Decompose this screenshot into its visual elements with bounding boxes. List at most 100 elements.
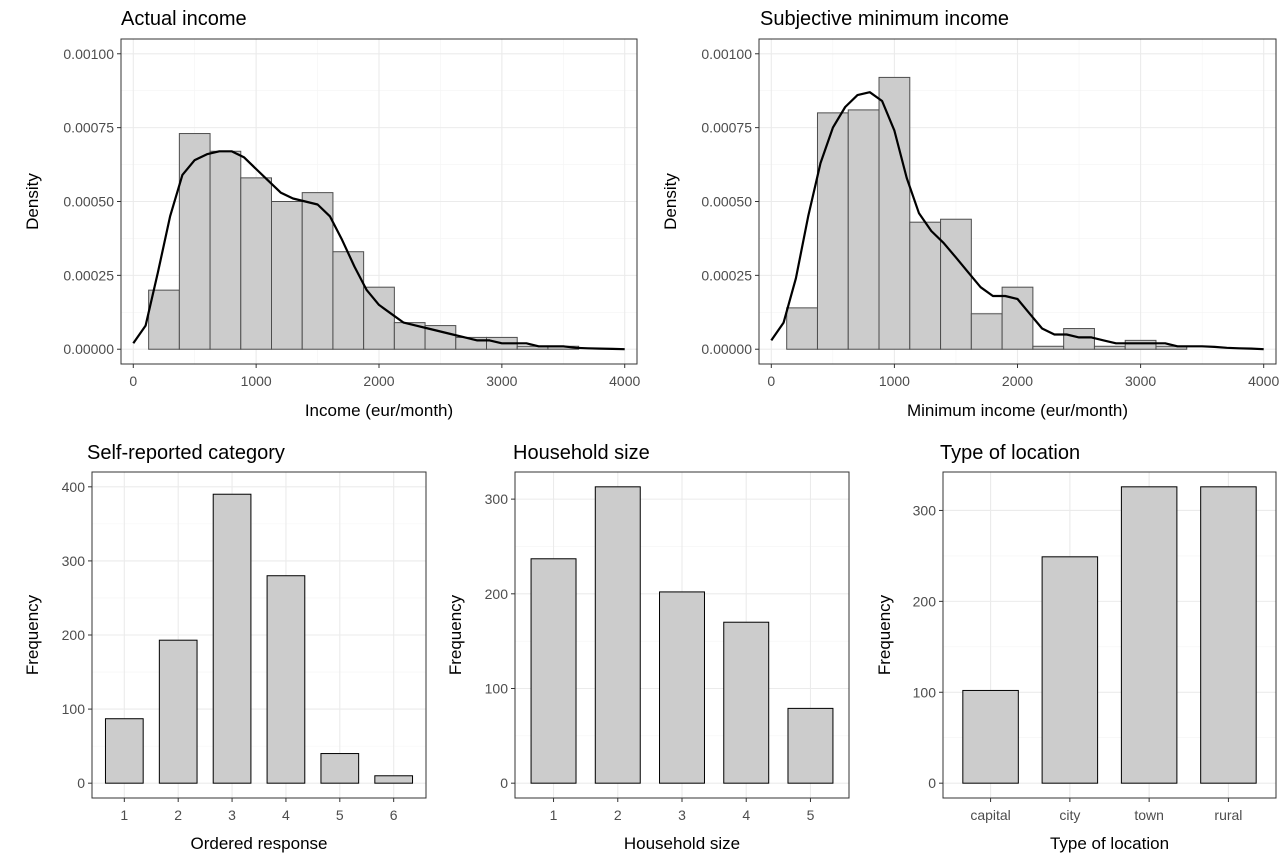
y-tick-label: 0.00050	[701, 194, 752, 210]
panel-3: 0 100 200 300 400 1 2 3 4 5 6 Self-reported categor…	[23, 442, 427, 853]
y-tick-label: 200	[62, 627, 86, 643]
x-tick-label: 2000	[363, 373, 394, 389]
panel-4: 0 100 200 300 1 2 3 4 5 Household size Household s…	[446, 442, 850, 853]
histogram-bin	[878, 76, 911, 350]
y-tick-label: 200	[485, 586, 509, 602]
x-tick-label: city	[1059, 807, 1080, 823]
x-tick-label: 2000	[1002, 373, 1033, 389]
x-tick-label: 0	[767, 373, 775, 389]
histogram-bin	[148, 289, 180, 350]
histogram-bin	[271, 201, 303, 350]
x-tick-label: 5	[807, 807, 815, 823]
y-tick-label: 0	[77, 775, 85, 791]
y-axis-title: Density	[661, 173, 680, 230]
y-tick-label: 0	[928, 775, 936, 791]
y-tick-label: 0.00100	[701, 46, 752, 62]
histogram-bin	[1093, 345, 1126, 350]
histogram-bin	[1124, 339, 1157, 350]
panel-title: Subjective minimum income	[760, 8, 1009, 30]
histogram-bin	[1032, 345, 1065, 350]
histogram-bin	[847, 109, 880, 350]
y-tick-label: 200	[913, 593, 937, 609]
x-tick-label: 1	[120, 807, 128, 823]
y-tick-label: 300	[485, 491, 509, 507]
x-tick-label: 4000	[1248, 373, 1279, 389]
panel-5: 0 100 200 300 capital city town rural Type of lo…	[875, 442, 1277, 853]
x-tick-label: 2	[174, 807, 182, 823]
bar-rural	[1200, 486, 1257, 784]
bar-2	[158, 639, 198, 784]
y-tick-label: 400	[62, 479, 86, 495]
bar-capital	[962, 689, 1019, 784]
histogram-bin	[1063, 328, 1095, 350]
x-axis-title: Household size	[624, 834, 740, 853]
histogram-bin	[240, 177, 273, 350]
x-tick-label: 3000	[486, 373, 517, 389]
bar-4	[266, 575, 306, 784]
x-tick-label: 3	[678, 807, 686, 823]
histogram-bin	[1155, 345, 1188, 350]
x-tick-label: 0	[129, 373, 137, 389]
panel-title: Household size	[513, 442, 650, 464]
histogram-bin	[909, 221, 942, 350]
histogram-bin	[786, 307, 818, 350]
histogram-bin	[363, 286, 395, 350]
panel-title: Actual income	[121, 8, 247, 30]
x-tick-label: 4000	[609, 373, 640, 389]
x-tick-label: 2	[614, 807, 622, 823]
y-axis-title: Frequency	[875, 594, 894, 675]
x-tick-label: 3	[228, 807, 236, 823]
density-curve	[770, 91, 1264, 351]
x-tick-label: 4	[282, 807, 290, 823]
plot-frame	[942, 471, 1277, 799]
bar-2	[594, 486, 641, 784]
x-axis-title: Type of location	[1050, 834, 1169, 853]
x-tick-label: 3000	[1125, 373, 1156, 389]
histogram-bin	[970, 313, 1003, 350]
density-curve	[132, 150, 625, 351]
bar-1	[104, 718, 144, 784]
x-tick-label: 6	[390, 807, 398, 823]
panel-2: 0.00000 0.00025 0.00050 0.00075 0.00100 0 1000…	[661, 8, 1279, 420]
histogram-bin	[332, 251, 365, 350]
histogram-bin	[209, 150, 242, 350]
y-tick-label: 100	[62, 701, 86, 717]
x-tick-label: 1	[550, 807, 558, 823]
y-tick-label: 0.00100	[63, 46, 114, 62]
y-axis-title: Frequency	[23, 594, 42, 675]
x-tick-label: 4	[742, 807, 750, 823]
bar-town	[1120, 486, 1178, 784]
x-axis-title: Income (eur/month)	[305, 401, 453, 420]
y-tick-label: 0.00050	[63, 194, 114, 210]
y-tick-label: 300	[62, 553, 86, 569]
bar-1	[530, 558, 577, 784]
bar-6	[374, 775, 414, 784]
panel-1: 0.00000 0.00025 0.00050 0.00075 0.00100 0 1000…	[23, 8, 640, 420]
bar-5	[787, 707, 834, 784]
panel-title: Type of location	[940, 442, 1080, 464]
y-tick-label: 0.00000	[701, 341, 752, 357]
y-tick-label: 100	[485, 680, 509, 696]
y-axis-title: Frequency	[446, 594, 465, 675]
x-tick-label: 1000	[879, 373, 910, 389]
x-tick-label: 1000	[241, 373, 272, 389]
y-tick-label: 0.00075	[63, 120, 114, 136]
x-tick-label: town	[1134, 807, 1164, 823]
y-tick-label: 0	[500, 775, 508, 791]
y-tick-label: 0.00000	[63, 341, 114, 357]
x-axis-title: Minimum income (eur/month)	[907, 401, 1128, 420]
panel-title: Self-reported category	[87, 442, 285, 464]
histogram-bin	[816, 112, 849, 350]
bar-3	[212, 493, 252, 784]
x-tick-label: rural	[1214, 807, 1242, 823]
y-tick-label: 0.00025	[63, 267, 114, 283]
histogram-bin	[940, 218, 972, 350]
x-tick-label: 5	[336, 807, 344, 823]
y-tick-label: 0.00075	[701, 120, 752, 136]
x-tick-label: capital	[970, 807, 1010, 823]
bar-3	[659, 591, 705, 784]
y-tick-label: 0.00025	[701, 267, 752, 283]
histogram-bin	[178, 133, 211, 350]
